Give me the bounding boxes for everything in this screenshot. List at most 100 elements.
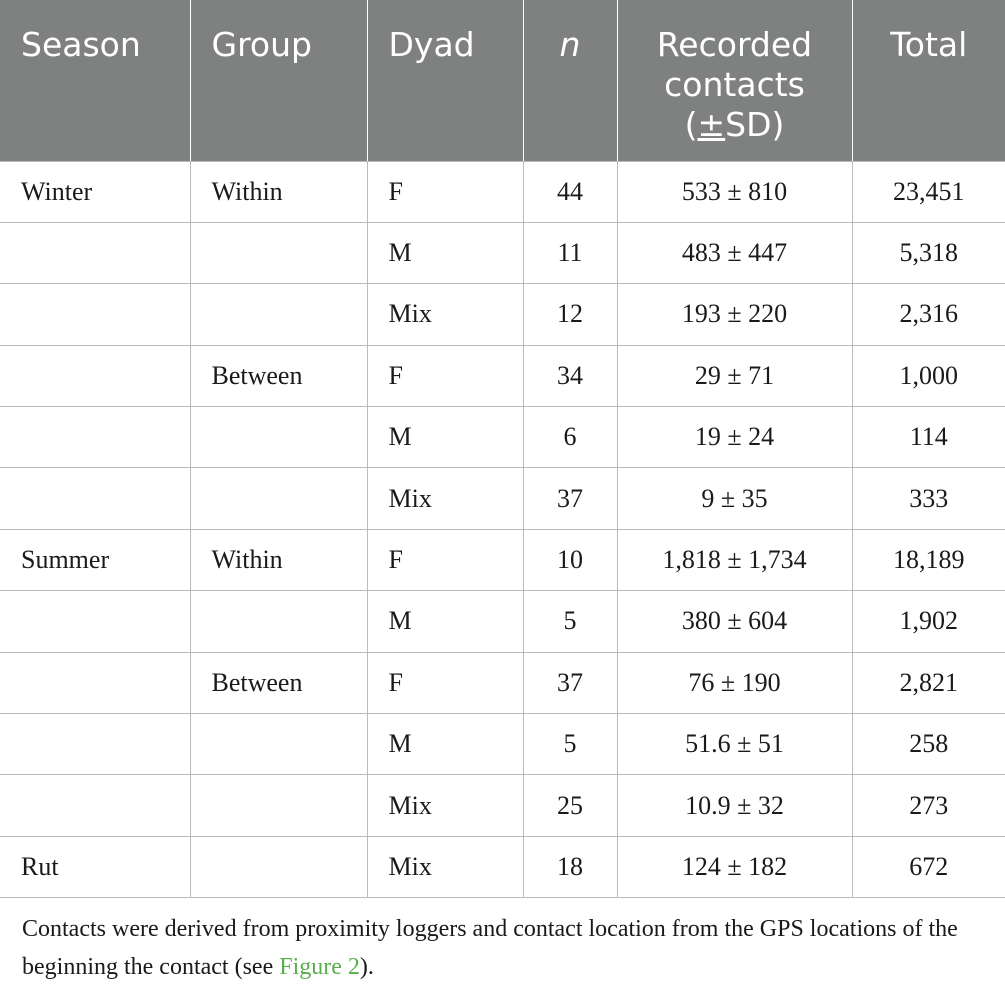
cell-n: 25 <box>523 774 618 837</box>
table-row: M 11 483 ± 447 5,318 <box>0 222 1005 285</box>
table-row: M 5 380 ± 604 1,902 <box>0 590 1005 653</box>
cell-season <box>0 467 191 530</box>
table-row: Between F 37 76 ± 190 2,821 <box>0 652 1005 715</box>
cell-dyad: F <box>367 529 524 592</box>
cell-season <box>0 590 191 653</box>
cell-dyad: Mix <box>367 467 524 530</box>
cell-total: 2,821 <box>852 652 1005 715</box>
cell-group <box>190 713 368 776</box>
cell-n: 44 <box>523 161 618 223</box>
table-row: M 5 51.6 ± 51 258 <box>0 713 1005 776</box>
cell-season: Rut <box>0 836 191 899</box>
header-recorded-pm: ± <box>697 105 726 144</box>
cell-recorded-contacts: 51.6 ± 51 <box>617 713 853 776</box>
cell-group <box>190 222 368 285</box>
cell-recorded-contacts: 533 ± 810 <box>617 161 853 223</box>
footnote-text-after: ). <box>359 954 374 980</box>
table-body: Winter Within F 44 533 ± 810 23,451 M 11 483 ± 4… <box>0 161 1005 899</box>
header-row: Season Group Dyad n Recorded contacts (±… <box>0 0 1005 162</box>
footnote-text-before: Contacts were derived from proximity log… <box>22 916 958 980</box>
table-row: Mix 37 9 ± 35 333 <box>0 467 1005 530</box>
cell-n: 37 <box>523 467 618 530</box>
cell-season: Winter <box>0 161 191 223</box>
cell-total: 273 <box>852 774 1005 837</box>
table-header: Season Group Dyad n Recorded contacts (±… <box>0 0 1005 162</box>
header-dyad: Dyad <box>367 0 524 162</box>
cell-season <box>0 713 191 776</box>
cell-group: Between <box>190 345 368 408</box>
cell-season <box>0 406 191 469</box>
cell-group: Between <box>190 652 368 715</box>
table-row: Mix 25 10.9 ± 32 273 <box>0 774 1005 837</box>
cell-group <box>190 774 368 837</box>
cell-dyad: Mix <box>367 836 524 899</box>
cell-total: 18,189 <box>852 529 1005 592</box>
cell-dyad: F <box>367 161 524 223</box>
header-recorded-line1: Recorded <box>656 25 813 64</box>
cell-recorded-contacts: 193 ± 220 <box>617 283 853 346</box>
cell-recorded-contacts: 483 ± 447 <box>617 222 853 285</box>
cell-dyad: Mix <box>367 774 524 837</box>
table-row: Between F 34 29 ± 71 1,000 <box>0 345 1005 408</box>
cell-dyad: F <box>367 652 524 715</box>
cell-n: 37 <box>523 652 618 715</box>
table-row: Rut Mix 18 124 ± 182 672 <box>0 836 1005 899</box>
cell-season <box>0 283 191 346</box>
cell-season <box>0 652 191 715</box>
cell-recorded-contacts: 76 ± 190 <box>617 652 853 715</box>
contacts-table: Season Group Dyad n Recorded contacts (±… <box>0 0 1005 899</box>
cell-recorded-contacts: 10.9 ± 32 <box>617 774 853 837</box>
figure-2-link[interactable]: Figure 2 <box>279 954 360 980</box>
cell-total: 672 <box>852 836 1005 899</box>
cell-group: Within <box>190 529 368 592</box>
table-footnote: Contacts were derived from proximity log… <box>22 910 992 986</box>
cell-group <box>190 283 368 346</box>
cell-total: 23,451 <box>852 161 1005 223</box>
cell-recorded-contacts: 29 ± 71 <box>617 345 853 408</box>
cell-group: Within <box>190 161 368 223</box>
cell-n: 10 <box>523 529 618 592</box>
cell-season <box>0 345 191 408</box>
cell-recorded-contacts: 1,818 ± 1,734 <box>617 529 853 592</box>
cell-dyad: M <box>367 222 524 285</box>
header-recorded-line2: contacts <box>664 65 805 104</box>
cell-dyad: Mix <box>367 283 524 346</box>
cell-dyad: M <box>367 713 524 776</box>
cell-n: 34 <box>523 345 618 408</box>
cell-dyad: F <box>367 345 524 408</box>
header-recorded-contacts: Recorded contacts (±SD) <box>617 0 853 162</box>
cell-recorded-contacts: 124 ± 182 <box>617 836 853 899</box>
header-group: Group <box>190 0 368 162</box>
header-recorded-open-paren: ( <box>684 105 698 144</box>
header-season: Season <box>0 0 191 162</box>
table-row: Winter Within F 44 533 ± 810 23,451 <box>0 161 1005 223</box>
cell-n: 5 <box>523 713 618 776</box>
cell-recorded-contacts: 380 ± 604 <box>617 590 853 653</box>
cell-total: 1,000 <box>852 345 1005 408</box>
cell-group <box>190 590 368 653</box>
cell-group <box>190 836 368 899</box>
cell-season <box>0 774 191 837</box>
table-row: Mix 12 193 ± 220 2,316 <box>0 283 1005 346</box>
cell-group <box>190 467 368 530</box>
cell-n: 18 <box>523 836 618 899</box>
cell-total: 2,316 <box>852 283 1005 346</box>
cell-total: 114 <box>852 406 1005 469</box>
cell-n: 11 <box>523 222 618 285</box>
table-row: M 6 19 ± 24 114 <box>0 406 1005 469</box>
cell-season: Summer <box>0 529 191 592</box>
cell-n: 12 <box>523 283 618 346</box>
cell-total: 5,318 <box>852 222 1005 285</box>
cell-n: 5 <box>523 590 618 653</box>
header-total: Total <box>852 0 1005 162</box>
cell-recorded-contacts: 19 ± 24 <box>617 406 853 469</box>
table-row: Summer Within F 10 1,818 ± 1,734 18,189 <box>0 529 1005 592</box>
cell-season <box>0 222 191 285</box>
cell-dyad: M <box>367 406 524 469</box>
cell-dyad: M <box>367 590 524 653</box>
cell-total: 333 <box>852 467 1005 530</box>
header-n: n <box>523 0 618 162</box>
header-recorded-line3: (±SD) <box>618 105 852 145</box>
cell-total: 258 <box>852 713 1005 776</box>
header-recorded-sd: SD) <box>725 105 785 144</box>
